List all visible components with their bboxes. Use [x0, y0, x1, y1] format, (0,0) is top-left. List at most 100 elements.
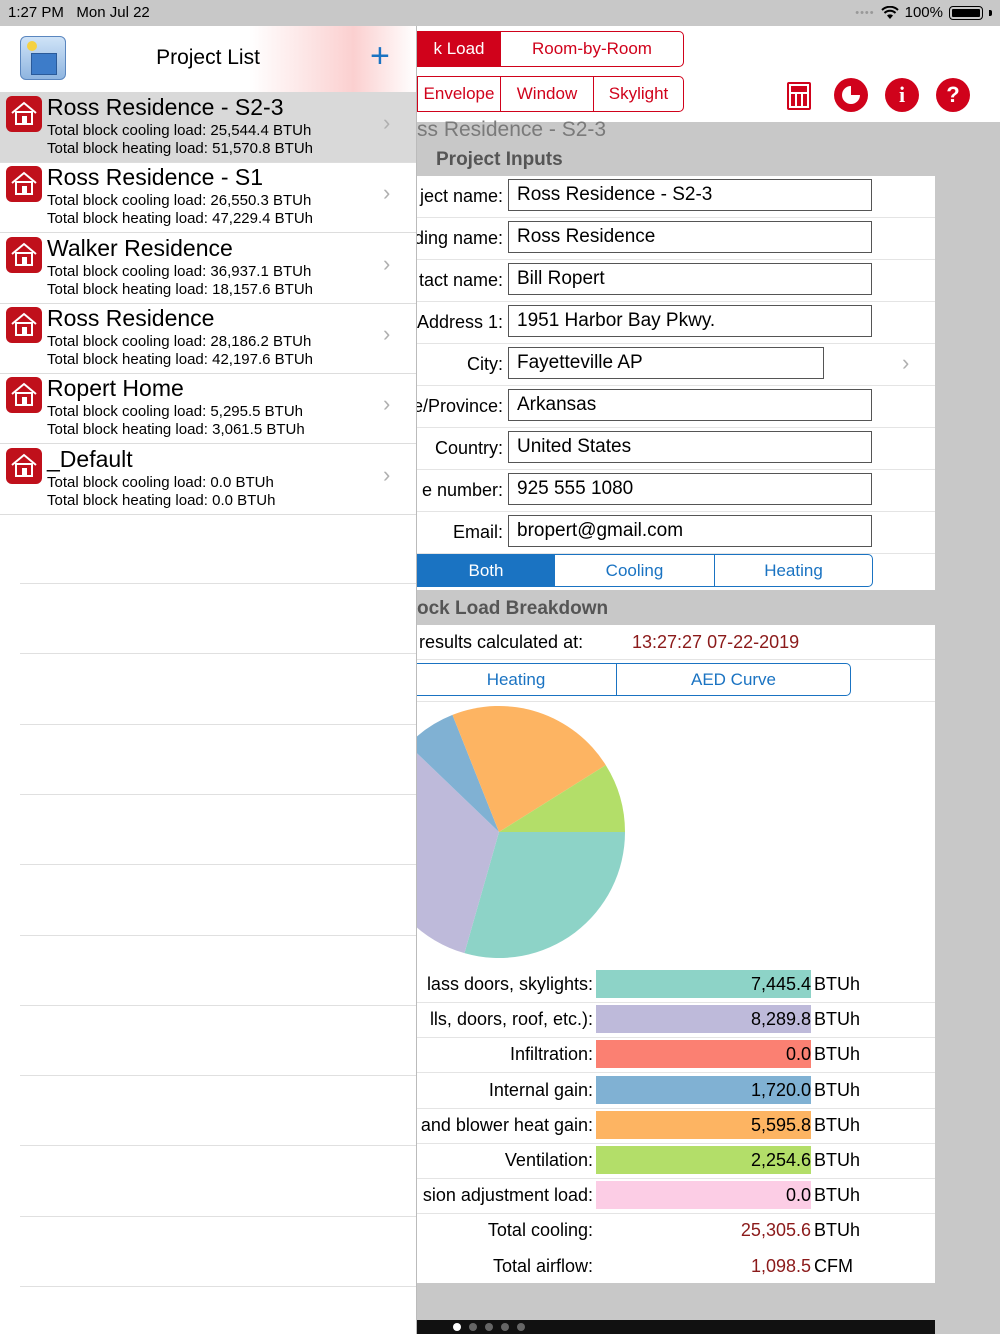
tab-window[interactable]: Window: [500, 76, 594, 112]
page-dot[interactable]: [469, 1323, 477, 1331]
page-dot[interactable]: [453, 1323, 461, 1331]
legend-value: 5,595.8: [750, 1114, 811, 1135]
chevron-right-icon: ›: [383, 320, 391, 346]
project-list-header: Project List +: [0, 26, 416, 92]
project-row[interactable]: Ross Residence Total block cooling load: …: [0, 303, 416, 374]
form-row-city[interactable]: City: Fayetteville AP ›: [417, 344, 935, 386]
form-row-state: e/Province: Arkansas: [413, 386, 935, 428]
add-project-icon[interactable]: +: [370, 37, 390, 75]
legend-row: Infiltration: 0.0 BTUh: [417, 1037, 935, 1074]
battery-percent: 100%: [904, 4, 943, 21]
form-row-email: Email: bropert@gmail.com: [417, 512, 935, 554]
total-label: Total cooling:: [487, 1220, 593, 1241]
legend-swatch: [596, 1075, 811, 1104]
house-icon: [6, 166, 42, 203]
country-field[interactable]: United States: [508, 431, 872, 463]
list-separator: [20, 864, 416, 866]
chevron-right-icon: ›: [383, 391, 391, 417]
total-row: Total cooling: 25,305.6 BTUh: [417, 1213, 935, 1248]
list-separator: [20, 653, 416, 655]
project-name-field[interactable]: Ross Residence - S2-3: [508, 179, 872, 211]
list-separator: [20, 583, 416, 584]
building-name-field[interactable]: Ross Residence: [508, 221, 872, 253]
form-row-building-name: ding name: Ross Residence: [414, 218, 935, 260]
project-row[interactable]: Ross Residence - S1 Total block cooling l…: [0, 162, 416, 234]
chart-type-row: Heating AED Curve: [415, 659, 935, 702]
city-field[interactable]: Fayetteville AP: [508, 347, 824, 379]
help-icon[interactable]: ?: [936, 78, 970, 112]
tab-skylight[interactable]: Skylight: [593, 76, 684, 112]
page-indicator[interactable]: [417, 1320, 935, 1334]
phone-field[interactable]: 925 555 1080: [508, 473, 872, 505]
address-field[interactable]: 1951 Harbor Bay Pkwy.: [508, 305, 872, 337]
legend-swatch: [596, 1040, 811, 1069]
project-row[interactable]: Ross Residence - S2-3 Total block cooling…: [0, 92, 416, 163]
project-cooling-load: Total block cooling load: 25,544.4 BTUh: [47, 122, 312, 139]
project-name: _Default: [47, 445, 133, 472]
project-name-label: ject name:: [419, 186, 503, 206]
address-label: Address 1:: [416, 312, 503, 332]
email-label: Email:: [452, 522, 503, 542]
house-icon: [6, 447, 42, 484]
legend-row: Internal gain: 1,720.0 BTUh: [417, 1073, 935, 1109]
project-cooling-load: Total block cooling load: 26,550.3 BTUh: [47, 192, 312, 210]
legend-value: 1,720.0: [750, 1079, 811, 1100]
contact-name-field[interactable]: Bill Ropert: [508, 263, 872, 295]
page-dot[interactable]: [517, 1323, 525, 1331]
app-logo-icon[interactable]: [20, 36, 66, 80]
state-field[interactable]: Arkansas: [508, 389, 872, 421]
legend-label: lls, doors, roof, etc.):: [429, 1009, 593, 1030]
pie-slice: [417, 753, 499, 954]
tab-room-by-room[interactable]: Room-by-Room: [500, 31, 684, 67]
tab-envelope[interactable]: Envelope: [417, 76, 501, 112]
page-dot[interactable]: [501, 1323, 509, 1331]
list-separator: [20, 934, 416, 936]
page-dot[interactable]: [485, 1323, 493, 1331]
chart-aed-curve-button[interactable]: AED Curve: [616, 663, 851, 696]
calculator-icon[interactable]: [787, 82, 811, 110]
project-list-title: Project List: [156, 46, 260, 69]
project-name: Ross Residence: [47, 304, 215, 331]
project-heating-load: Total block heating load: 47,229.4 BTUh: [47, 210, 314, 228]
chevron-right-icon: ›: [383, 110, 391, 135]
project-heating-load: Total block heating load: 3,061.5 BTUh: [47, 421, 305, 439]
mode-heating-button[interactable]: Heating: [714, 554, 873, 587]
calc-time-row: results calculated at: 13:27:27 07-22-20…: [417, 625, 935, 660]
battery-icon: [949, 5, 983, 20]
project-heating-load: Total block heating load: 51,570.8 BTUh: [47, 140, 314, 157]
load-pie-chart: [417, 706, 625, 958]
chart-heating-button[interactable]: Heating: [415, 663, 617, 696]
legend-value: 8,289.8: [750, 1009, 811, 1030]
status-indicators: •••• 100%: [855, 4, 992, 21]
legend-row: sion adjustment load: 0.0 BTUh: [417, 1178, 935, 1215]
legend-swatch: [596, 970, 811, 998]
project-list-pane: Project List + Ross Residence - S2-3 Tota…: [0, 26, 417, 1334]
contact-name-label: tact name:: [418, 270, 503, 290]
form-row-phone: e number: 925 555 1080: [417, 470, 935, 512]
legend-swatch: [596, 1146, 811, 1174]
detail-toolbar: k Load Room-by-Room Envelope Window Skyl…: [417, 26, 1000, 122]
project-row[interactable]: Ropert Home Total block cooling load: 5,2…: [0, 373, 416, 445]
calc-time-label: results calculated at:: [419, 632, 584, 652]
breakdown-header: ock Load Breakdown: [417, 598, 609, 619]
mode-cooling-button[interactable]: Cooling: [554, 554, 715, 587]
legend-unit: BTUh: [814, 1009, 861, 1030]
house-icon: [6, 306, 42, 343]
project-row[interactable]: Walker Residence Total block cooling load…: [0, 233, 416, 304]
pie-chart-icon[interactable]: [834, 78, 868, 112]
city-chevron-icon[interactable]: ›: [902, 350, 910, 375]
legend-row: lass doors, skylights: 7,445.4 BTUh: [417, 967, 935, 1003]
tab-block-load[interactable]: k Load: [417, 31, 501, 67]
mode-both-button[interactable]: Both: [417, 554, 555, 587]
detail-title: ss Residence - S2-3: [417, 118, 607, 141]
city-label: City:: [467, 354, 503, 374]
project-cooling-load: Total block cooling load: 5,295.5 BTUh: [47, 403, 303, 421]
status-time-date: 1:27 PM Mon Jul 22: [8, 4, 150, 21]
project-row[interactable]: _Default Total block cooling load: 0.0 BT…: [0, 444, 416, 515]
info-icon[interactable]: i: [885, 78, 919, 112]
house-icon: [6, 236, 42, 273]
email-field[interactable]: bropert@gmail.com: [508, 515, 872, 547]
list-separator: [20, 1145, 416, 1147]
list-separator: [20, 1075, 416, 1077]
legend-unit: BTUh: [814, 1150, 861, 1170]
